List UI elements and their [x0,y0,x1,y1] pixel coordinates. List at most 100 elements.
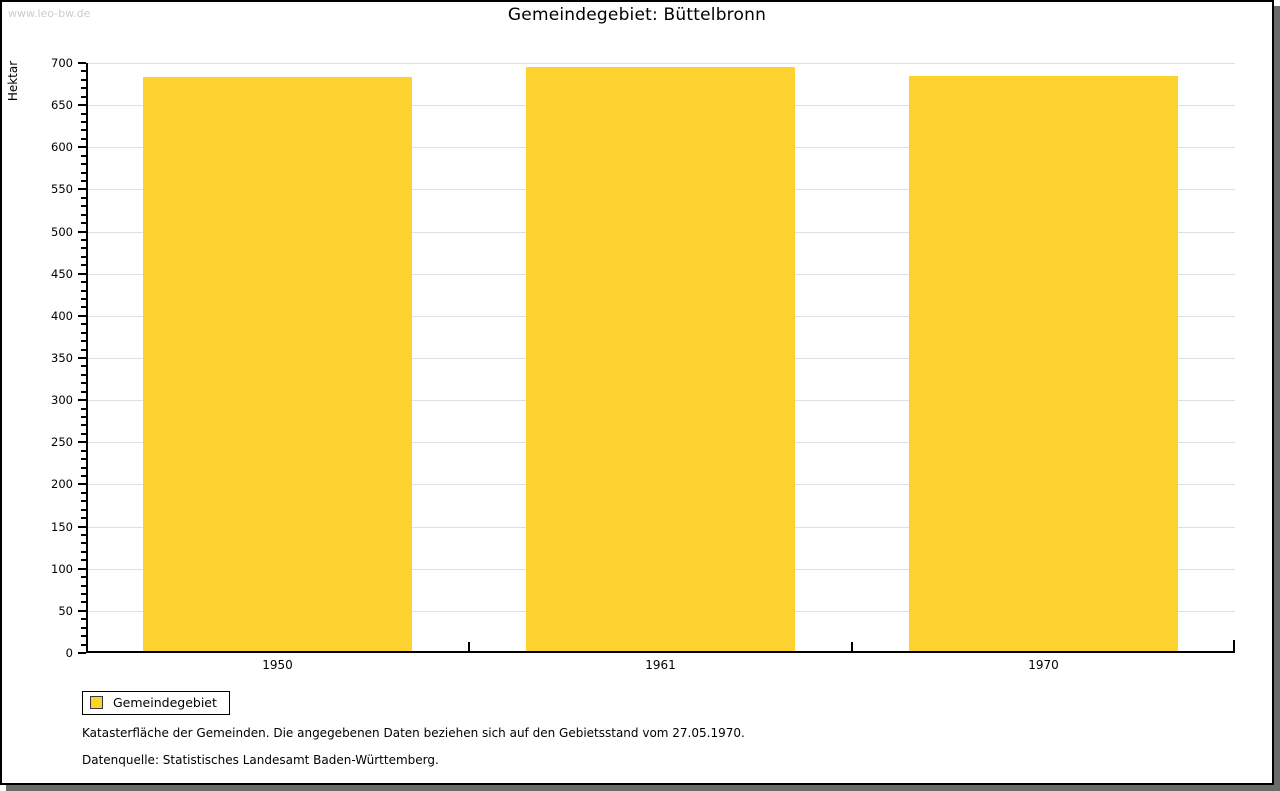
y-tick-30 [81,626,86,629]
x-boundary-tick-2 [850,642,853,651]
y-tick-70 [81,593,86,595]
y-tick-0 [78,652,86,654]
y-tick-340 [81,365,86,368]
footnote-data-source: Datenquelle: Statistisches Landesamt Bad… [82,753,439,767]
y-tick-600 [78,146,86,149]
y-tick-label-550: 550 [51,182,73,197]
chart-title: Gemeindegebiet: Büttelbronn [507,5,767,25]
y-tick-label-50: 50 [58,603,73,618]
legend-color-swatch [90,696,103,709]
y-tick-label-200: 200 [51,477,73,492]
y-tick-640 [81,112,86,115]
y-tick-270 [81,424,86,427]
y-tick-700 [78,62,86,64]
y-tick-label-450: 450 [51,266,73,281]
footnote-source-note: Katasterfläche der Gemeinden. Die angege… [82,726,745,740]
y-tick-90 [81,576,86,579]
bar-1961 [525,67,795,653]
y-tick-label-300: 300 [51,393,73,408]
y-tick-690 [81,70,86,73]
y-tick-40 [81,618,86,621]
y-tick-470 [81,255,86,258]
y-tick-380 [81,331,86,334]
y-tick-230 [81,458,86,461]
y-tick-180 [81,500,86,503]
bar-1950 [142,76,412,653]
y-tick-250 [78,441,86,444]
y-tick-310 [81,390,86,393]
y-tick-label-700: 700 [51,56,73,70]
y-tick-240 [81,449,86,452]
y-tick-670 [81,87,86,90]
y-tick-680 [81,78,86,81]
y-tick-260 [81,432,86,435]
y-tick-350 [78,357,86,359]
y-tick-320 [81,382,86,385]
y-axis-title: Hektar [6,60,20,102]
y-tick-660 [81,95,86,98]
plot-area: 0 50 100 150 200 250 300 350 400 450 500 550 600 650 7… [51,56,1235,672]
y-tick-120 [81,550,86,553]
y-tick-630 [81,121,86,123]
x-label-1961: 1961 [645,658,676,672]
y-tick-510 [81,222,86,225]
y-tick-130 [81,542,86,545]
y-tick-200 [78,483,86,486]
y-tick-500 [78,230,86,233]
y-tick-580 [81,163,86,166]
y-tick-530 [81,205,86,208]
y-tick-400 [78,314,86,317]
y-tick-label-350: 350 [51,351,73,365]
y-tick-label-250: 250 [51,435,73,450]
y-tick-20 [81,635,86,638]
y-tick-170 [81,508,86,511]
y-tick-label-650: 650 [51,98,73,113]
y-tick-390 [81,323,86,326]
y-tick-label-600: 600 [51,140,73,155]
y-tick-10 [81,643,86,646]
y-tick-430 [81,289,86,292]
gridline-700 [88,63,1235,64]
legend-box: Gemeindegebiet [82,691,230,715]
y-tick-210 [81,475,86,477]
y-tick-370 [81,340,86,343]
y-tick-label-400: 400 [51,308,73,323]
y-tick-590 [81,154,86,157]
y-tick-330 [81,373,86,376]
y-tick-280 [81,416,86,418]
y-tick-610 [81,137,86,140]
y-tick-190 [81,491,86,494]
y-tick-490 [81,239,86,241]
y-tick-100 [78,567,86,570]
y-tick-label-500: 500 [51,224,73,239]
y-tick-label-100: 100 [51,561,73,576]
y-tick-110 [81,559,86,562]
y-tick-80 [81,584,86,587]
y-tick-540 [81,196,86,199]
y-tick-420 [81,298,86,300]
y-tick-410 [81,306,86,309]
y-axis-line [86,63,88,653]
y-tick-label-0: 0 [65,646,73,660]
x-axis-line [86,651,1235,653]
y-tick-label-150: 150 [51,519,73,534]
watermark-text: www.leo-bw.de [8,7,91,20]
x-label-1950: 1950 [262,658,293,672]
y-tick-620 [81,129,86,132]
y-tick-300 [78,399,86,402]
y-tick-150 [78,525,86,528]
x-label-1970: 1970 [1028,658,1059,672]
y-tick-50 [78,609,86,612]
y-tick-160 [81,517,86,520]
legend-label: Gemeindegebiet [113,695,217,710]
y-tick-480 [81,247,86,250]
x-axis-end-tick [1233,640,1235,653]
y-tick-550 [78,188,86,191]
y-tick-140 [81,534,86,536]
bar-1970 [908,75,1178,653]
y-tick-560 [81,180,86,182]
y-tick-360 [81,348,86,351]
y-tick-220 [81,466,86,469]
y-tick-650 [78,104,86,107]
